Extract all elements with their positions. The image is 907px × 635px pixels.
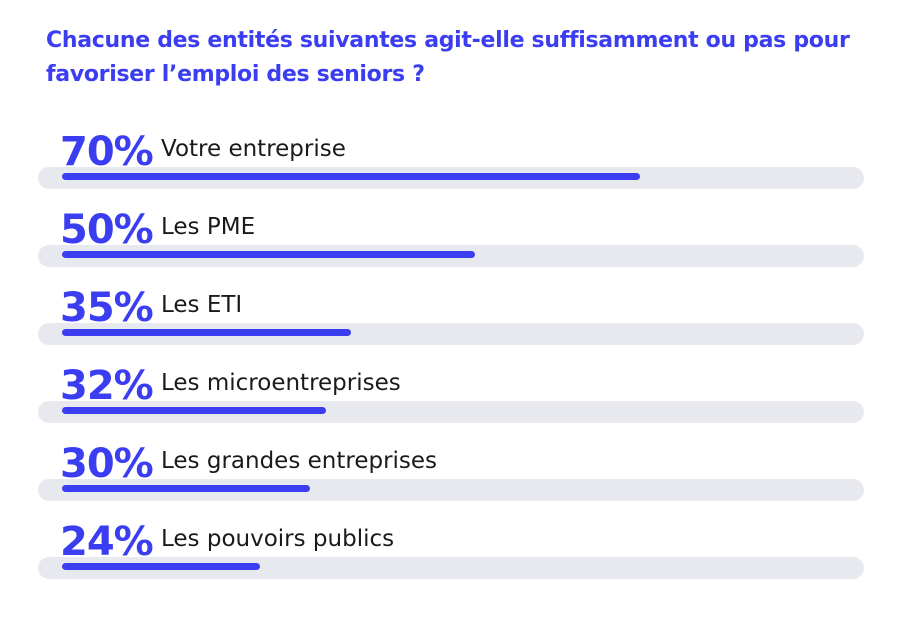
bar-category-label: Les microentreprises xyxy=(161,370,401,396)
bar-category-label: Les pouvoirs publics xyxy=(161,526,395,552)
bar-fill xyxy=(62,173,640,180)
bar-category-label: Les PME xyxy=(161,214,256,240)
bar-fill xyxy=(62,251,475,258)
bar-track xyxy=(38,401,864,423)
bar-fill xyxy=(62,563,260,570)
bar-value-label: 32% xyxy=(60,363,154,409)
bar-row: 50% Les PME xyxy=(0,200,907,278)
bar-row: 32% Les microentreprises xyxy=(0,356,907,434)
bar-category-label: Votre entreprise xyxy=(161,136,346,162)
bar-value-label: 50% xyxy=(60,207,154,253)
bar-category-label: Les grandes entreprises xyxy=(161,448,438,474)
bar-value-label: 30% xyxy=(60,441,154,487)
bar-fill xyxy=(62,485,310,492)
bar-row: 30% Les grandes entreprises xyxy=(0,434,907,512)
bar-value-label: 24% xyxy=(60,519,154,565)
bar-fill xyxy=(62,329,351,336)
bar-value-label: 70% xyxy=(60,129,154,175)
bar-fill xyxy=(62,407,326,414)
bar-track xyxy=(38,479,864,501)
bar-track xyxy=(38,557,864,579)
bar-category-label: Les ETI xyxy=(161,292,243,318)
bar-value-label: 35% xyxy=(60,285,154,331)
bar-row: 35% Les ETI xyxy=(0,278,907,356)
bar-row: 24% Les pouvoirs publics xyxy=(0,512,907,590)
bar-track xyxy=(38,323,864,345)
chart-title: Chacune des entités suivantes agit-elle … xyxy=(46,28,850,87)
bar-row: 70% Votre entreprise xyxy=(0,122,907,200)
